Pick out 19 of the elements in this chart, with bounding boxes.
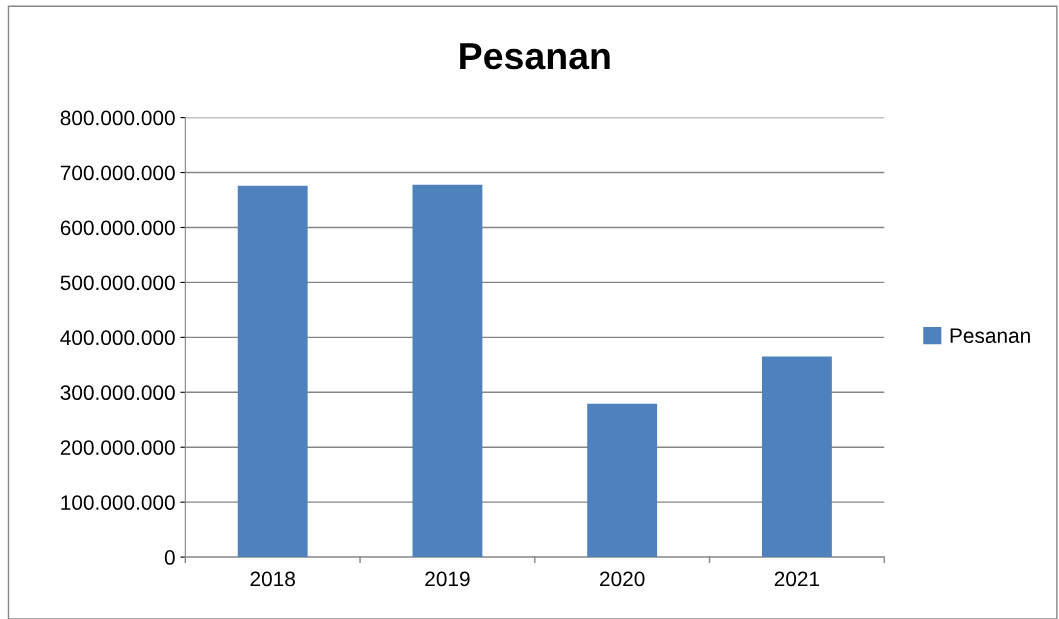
bar <box>237 185 308 558</box>
x-tick-label: 2018 <box>250 571 295 587</box>
bar <box>761 356 832 558</box>
x-tick-label: 2020 <box>600 571 645 587</box>
bar <box>587 403 658 558</box>
y-tick-label: 800.000.000 <box>60 110 175 126</box>
bar <box>412 184 483 558</box>
y-tick-label: 200.000.000 <box>60 440 175 455</box>
y-tick-label: 400.000.000 <box>60 330 175 346</box>
x-tick-label: 2019 <box>425 571 470 587</box>
y-tick-label: 500.000.000 <box>60 275 175 291</box>
y-tick-label: 600.000.000 <box>60 220 175 236</box>
y-tick-label: 0 <box>164 550 175 565</box>
chart-title: Pesanan <box>460 43 610 70</box>
y-tick-label: 300.000.000 <box>60 385 175 401</box>
y-tick-label: 100.000.000 <box>61 495 175 510</box>
x-tick-label: 2021 <box>774 571 820 587</box>
legend-label: Pesanan <box>950 328 1030 343</box>
y-tick-label: 700.000.000 <box>60 165 175 181</box>
